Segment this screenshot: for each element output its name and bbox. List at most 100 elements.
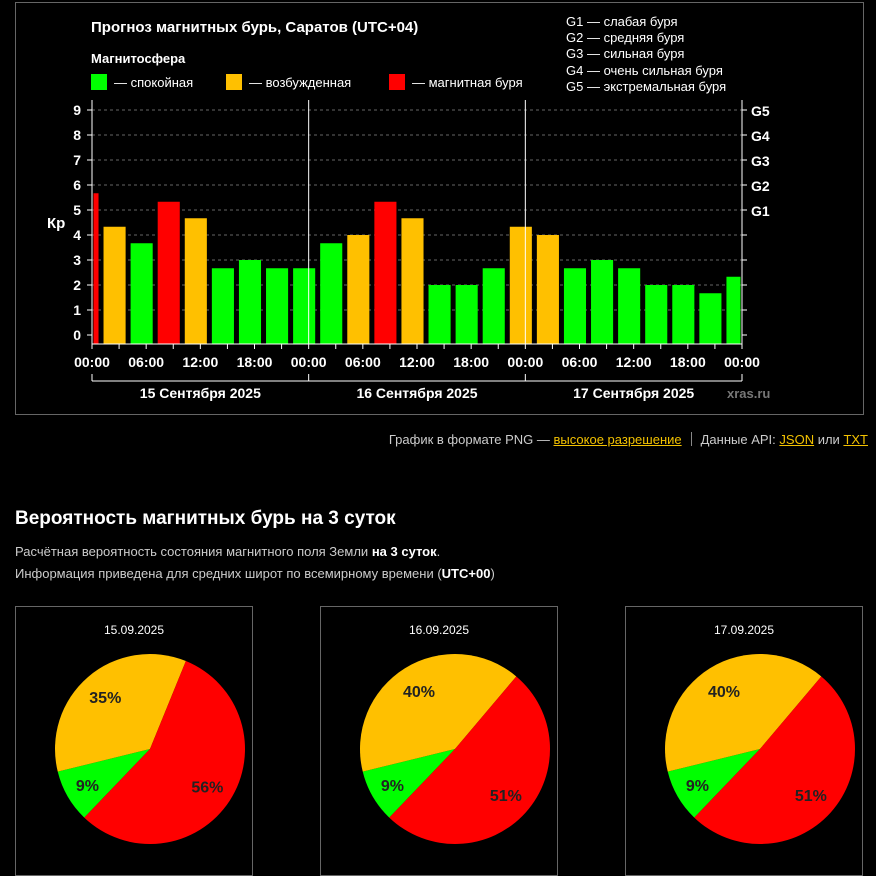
labels-layer: 0 1 2 3 4 5 6 7 8 9 G1 G2 G3 G4 G5 00:00 06:00 12:00 18:00… <box>73 102 770 401</box>
y-tick-label: 6 <box>73 177 81 193</box>
api-text: Данные API: <box>700 432 776 447</box>
y-tick-label: 5 <box>73 202 81 218</box>
desc2-bold: UTC+00 <box>441 566 491 581</box>
axes-layer <box>87 100 747 382</box>
kp-bar <box>184 218 207 344</box>
json-link[interactable]: JSON <box>779 432 815 447</box>
legend-swatch-quiet <box>91 74 107 90</box>
g-scale-label: G5 <box>751 103 770 119</box>
probability-title: Вероятность магнитных бурь на 3 суток <box>15 508 396 529</box>
g-legend-4: G4 — очень сильная буря <box>566 63 723 78</box>
pie-card-day2: 16.09.2025 9% 40% 51% <box>320 606 558 876</box>
pie-slice <box>57 749 150 818</box>
g-scale-label: G3 <box>751 153 770 169</box>
pie-chart: 9% 40% 51% <box>360 654 550 844</box>
day-label: 16 Сентября 2025 <box>356 385 477 401</box>
kp-bar <box>93 193 99 344</box>
y-tick-label: 1 <box>73 302 81 318</box>
g-scale-label: G4 <box>751 128 770 144</box>
g-legend-5: G5 — экстремальная буря <box>566 79 726 94</box>
kp-bar <box>293 268 316 344</box>
watermark: xras.ru <box>727 386 770 401</box>
txt-link[interactable]: TXT <box>843 432 868 447</box>
desc1-end: . <box>436 544 441 559</box>
pie-card-day1: 15.09.2025 9% 35% 56% <box>15 606 253 876</box>
x-tick-label: 12:00 <box>182 354 218 370</box>
y-tick-label: 8 <box>73 127 81 143</box>
g-legend-2: G2 — средняя буря <box>566 30 684 45</box>
desc2-end: ) <box>490 566 495 581</box>
kp-bar <box>157 201 180 344</box>
g-scale-label: G1 <box>751 203 770 219</box>
legend-label-quiet: — спокойная <box>114 75 193 90</box>
bars-layer <box>93 193 741 344</box>
pie-slice-label: 51% <box>795 788 827 805</box>
probability-desc-line-1: Расчётная вероятность состояния магнитно… <box>15 541 495 563</box>
desc1-bold: на 3 суток <box>371 544 437 559</box>
kp-forecast-chart: Прогноз магнитных бурь, Саратов (UTC+04)… <box>47 14 770 401</box>
kp-bar <box>726 276 741 344</box>
pie-slice-label: 51% <box>490 788 522 805</box>
x-tick-label: 12:00 <box>616 354 652 370</box>
hires-link[interactable]: высокое разрешение <box>553 432 682 447</box>
kp-bar <box>103 226 126 344</box>
pie-slice-label: 9% <box>76 778 99 795</box>
kp-bar <box>536 235 559 344</box>
x-tick-label: 18:00 <box>237 354 273 370</box>
x-tick-label: 06:00 <box>345 354 381 370</box>
y-tick-label: 2 <box>73 277 81 293</box>
pie-slice-label: 35% <box>89 690 121 707</box>
legend-label-storm: — магнитная буря <box>412 75 523 90</box>
pie-slice-label: 40% <box>403 684 435 701</box>
kp-bar <box>374 201 397 344</box>
png-links-line: График в формате PNG — высокое разрешени… <box>389 432 868 447</box>
pie-slice-label: 40% <box>708 684 740 701</box>
y-tick-label: 9 <box>73 102 81 118</box>
x-tick-label: 06:00 <box>128 354 164 370</box>
probability-desc-line-2: Информация приведена для средних широт п… <box>15 563 495 585</box>
kp-bar <box>238 260 262 344</box>
y-tick-label: 0 <box>73 327 81 343</box>
kp-bar <box>509 226 532 344</box>
kp-bar <box>563 268 587 344</box>
pie-slice <box>389 676 550 844</box>
kp-bar <box>428 285 451 344</box>
pie-date: 15.09.2025 <box>103 623 165 637</box>
or-text: или <box>817 432 840 447</box>
pie-chart: 9% 40% 51% <box>665 654 855 844</box>
pie-slice <box>84 661 246 844</box>
kp-bar <box>455 285 478 344</box>
desc1-text: Расчётная вероятность состояния магнитно… <box>15 544 369 559</box>
kp-bar <box>591 260 614 344</box>
pie-slice-label: 9% <box>381 778 404 795</box>
pie-date: 17.09.2025 <box>713 623 775 637</box>
y-tick-label: 3 <box>73 252 81 268</box>
x-tick-label: 00:00 <box>724 354 760 370</box>
x-tick-label: 12:00 <box>399 354 435 370</box>
legend-label-active: — возбужденная <box>249 75 351 90</box>
kp-bar <box>130 243 153 344</box>
x-tick-label: 06:00 <box>562 354 598 370</box>
x-tick-label: 18:00 <box>453 354 489 370</box>
legend-title: Магнитосфера <box>91 51 186 66</box>
kp-bar <box>699 293 722 344</box>
pie-slice <box>360 654 517 772</box>
kp-bar <box>645 285 668 344</box>
pie-chart: 9% 35% 56% <box>54 654 246 844</box>
kp-bar <box>618 268 641 344</box>
probability-description: Расчётная вероятность состояния магнитно… <box>15 541 495 585</box>
x-tick-label: 00:00 <box>74 354 110 370</box>
pie-slice <box>54 654 186 772</box>
pie-slice-label: 9% <box>686 778 709 795</box>
x-tick-label: 00:00 <box>507 354 543 370</box>
pie-slice-label: 56% <box>191 779 223 796</box>
chart-title: Прогноз магнитных бурь, Саратов (UTC+04) <box>91 19 418 36</box>
pie-slice <box>667 749 760 818</box>
desc2-text: Информация приведена для средних широт п… <box>15 566 442 581</box>
y-axis-label: Кр <box>47 215 65 232</box>
x-tick-label: 18:00 <box>670 354 706 370</box>
g-scale-label: G2 <box>751 178 770 194</box>
legend-swatch-storm <box>389 74 405 90</box>
y-tick-label: 4 <box>73 227 81 243</box>
g-legend-3: G3 — сильная буря <box>566 46 684 61</box>
